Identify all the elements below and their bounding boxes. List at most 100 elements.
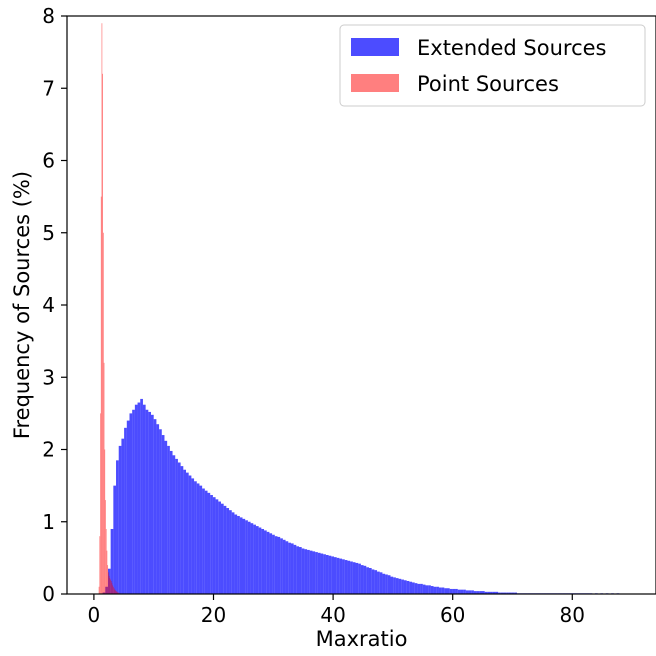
histogram-bar-point-18 <box>111 583 113 594</box>
histogram-bar-extended-89 <box>339 558 343 594</box>
y-axis-label: Frequency of Sources (%) <box>10 171 34 439</box>
legend: Extended Sources Point Sources <box>339 24 646 107</box>
histogram-bar-extended-19 <box>151 414 154 594</box>
histogram-bar-extended-115 <box>409 581 413 594</box>
histogram-bar-extended-134 <box>460 589 464 594</box>
histogram-bar-extended-83 <box>323 554 326 594</box>
x-tick-label: 20 <box>201 603 226 627</box>
legend-box <box>339 24 646 107</box>
histogram-bar-extended-151 <box>506 592 509 594</box>
histogram-bar-extended-61 <box>264 530 267 594</box>
histogram-bar-extended-142 <box>481 591 485 594</box>
histogram-bar-extended-96 <box>358 563 361 594</box>
histogram-bar-extended-77 <box>307 549 310 594</box>
histogram-bar-extended-4 <box>110 528 114 594</box>
histogram-bar-extended-54 <box>245 520 248 594</box>
histogram-bar-extended-68 <box>282 539 286 594</box>
histogram-bar-extended-63 <box>269 533 273 594</box>
histogram-bar-extended-82 <box>320 553 324 594</box>
histogram-bar-extended-113 <box>403 580 407 594</box>
histogram-bar-extended-94 <box>352 562 356 594</box>
histogram-bar-extended-101 <box>371 569 375 594</box>
histogram-bar-point-12 <box>107 565 109 594</box>
histogram-bar-point-8 <box>104 449 106 594</box>
histogram-bar-extended-30 <box>180 466 184 594</box>
histogram-bar-extended-28 <box>175 458 178 594</box>
histogram-bar-extended-121 <box>425 585 429 594</box>
histogram-bar-extended-26 <box>169 450 173 594</box>
histogram-bar-extended-40 <box>207 492 211 594</box>
histogram-bar-extended-27 <box>172 455 176 594</box>
x-tick-label: 0 <box>88 603 101 627</box>
histogram-bar-extended-107 <box>387 575 391 594</box>
histogram-bar-extended-72 <box>293 544 297 594</box>
histogram-bar-extended-139 <box>473 591 477 594</box>
histogram-bar-point-9 <box>105 500 106 594</box>
histogram-bar-extended-99 <box>366 567 369 594</box>
histogram-bar-extended-48 <box>229 510 232 594</box>
histogram-bar-extended-66 <box>277 536 281 594</box>
histogram-bar-extended-64 <box>272 534 275 594</box>
histogram-bar-extended-116 <box>412 582 415 594</box>
histogram-bar-extended-8 <box>121 438 125 594</box>
histogram-bar-point-19 <box>112 585 114 594</box>
histogram-bar-extended-53 <box>242 518 246 594</box>
y-tick-label: 3 <box>42 365 55 389</box>
histogram-bar-extended-124 <box>433 586 437 594</box>
histogram-bar-extended-148 <box>498 592 501 594</box>
histogram-bar-extended-85 <box>328 555 332 594</box>
histogram-bar-extended-131 <box>452 588 456 594</box>
histogram-bar-extended-138 <box>471 590 474 594</box>
histogram-bar-extended-84 <box>325 554 329 594</box>
histogram-bar-extended-103 <box>377 571 380 594</box>
histogram-bar-extended-67 <box>280 538 283 594</box>
histogram-bar-extended-14 <box>137 402 141 594</box>
histogram-bar-extended-135 <box>463 589 466 594</box>
histogram-bar-extended-133 <box>457 589 461 594</box>
histogram-bar-extended-123 <box>430 586 434 594</box>
histogram-bar-extended-141 <box>479 591 482 594</box>
histogram-bar-extended-11 <box>129 413 133 595</box>
histogram-bar-extended-33 <box>188 475 192 594</box>
histogram-bar-extended-31 <box>183 469 186 594</box>
histogram-bar-extended-102 <box>374 570 378 594</box>
histogram-bar-extended-92 <box>347 560 351 594</box>
histogram-bar-extended-108 <box>390 576 394 594</box>
histogram-bar-extended-15 <box>140 398 143 594</box>
histogram-bar-point-1 <box>99 536 101 594</box>
histogram-bar-extended-104 <box>379 572 383 594</box>
histogram-bar-extended-12 <box>132 409 135 594</box>
histogram-bar-extended-29 <box>177 462 181 594</box>
histogram-bar-extended-9 <box>124 427 127 594</box>
histogram-bar-extended-114 <box>406 581 410 594</box>
y-tick-label: 5 <box>42 221 55 245</box>
histogram-bar-extended-10 <box>126 420 130 594</box>
histogram-bar-extended-20 <box>153 419 157 594</box>
histogram-bar-point-14 <box>108 575 110 594</box>
histogram-bar-extended-105 <box>382 573 386 594</box>
histogram-bar-extended-110 <box>395 578 399 594</box>
histogram-bar-extended-154 <box>514 592 517 594</box>
histogram-bar-extended-73 <box>296 546 300 594</box>
x-tick-label: 80 <box>560 603 585 627</box>
histogram-bar-extended-97 <box>360 565 364 594</box>
histogram-bar-extended-98 <box>363 565 367 594</box>
histogram-bar-extended-88 <box>336 557 340 595</box>
histogram-bar-extended-36 <box>196 483 200 594</box>
y-axis-ticks: 0 1 2 3 4 5 6 7 8 <box>42 4 67 606</box>
point-sources-bars <box>98 23 121 595</box>
histogram-bar-extended-79 <box>312 551 316 594</box>
histogram-bar-extended-144 <box>487 591 491 594</box>
histogram-bar-point-23 <box>115 590 116 594</box>
x-axis-ticks: 0 20 40 60 80 <box>88 594 585 627</box>
histogram-bar-extended-75 <box>301 548 305 594</box>
histogram-bar-extended-65 <box>274 536 278 594</box>
legend-label-point-sources: Point Sources <box>417 72 559 96</box>
histogram-bar-point-15 <box>109 578 111 594</box>
histogram-bar-extended-117 <box>414 583 418 594</box>
histogram-bar-extended-37 <box>199 485 203 595</box>
histogram-bar-extended-78 <box>309 550 313 594</box>
y-tick-label: 8 <box>42 4 55 28</box>
histogram-bar-point-24 <box>115 591 117 594</box>
histogram-bar-extended-60 <box>261 528 265 594</box>
